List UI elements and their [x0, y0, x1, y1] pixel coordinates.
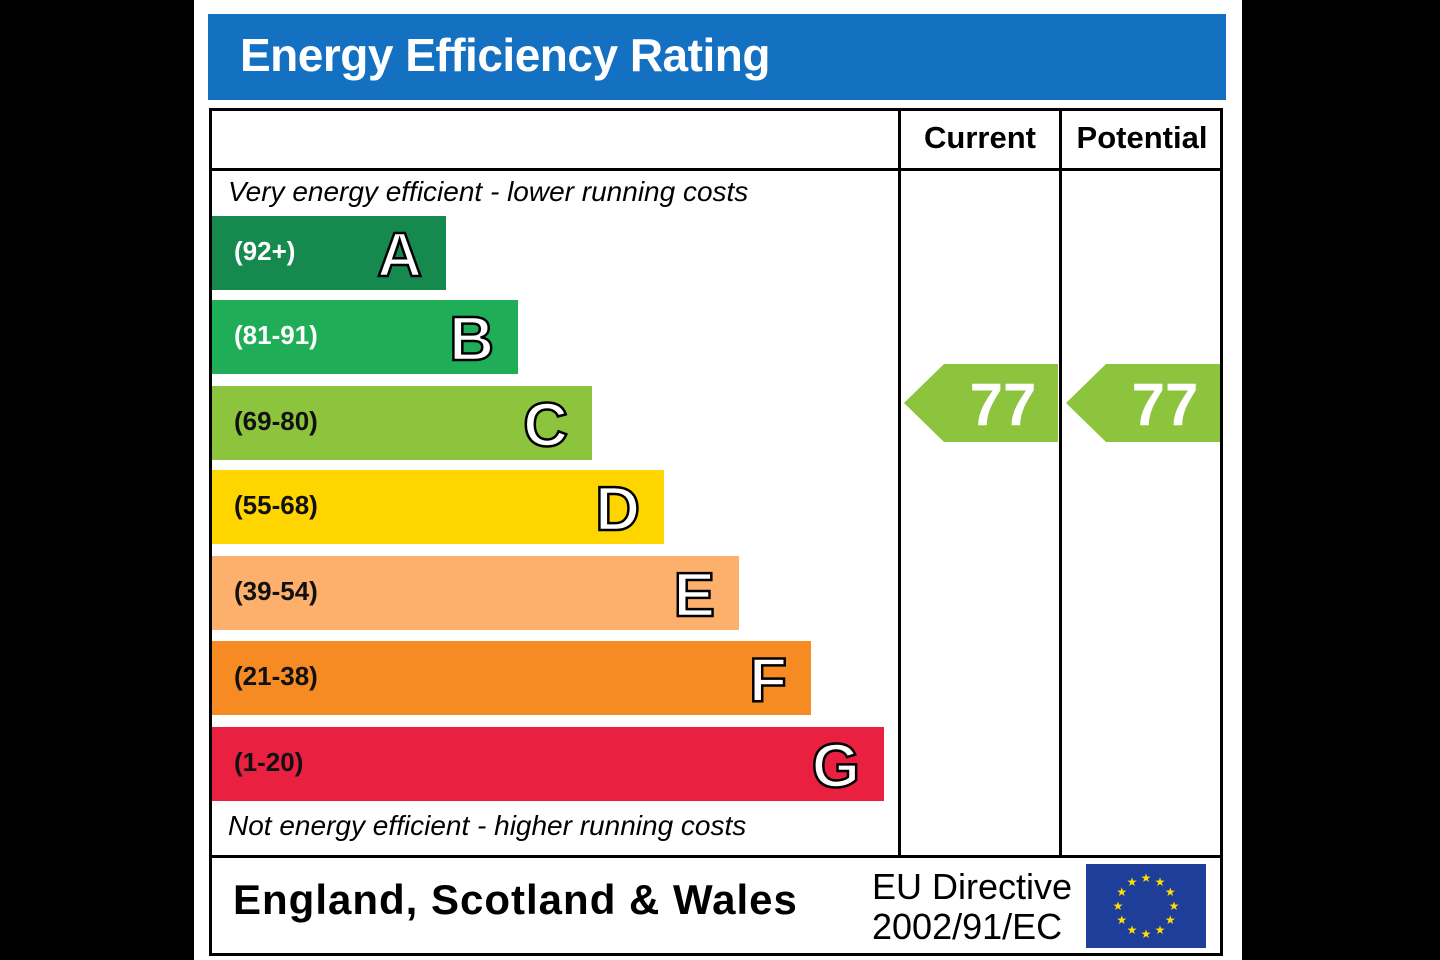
eu-flag-icon: ★ ★ ★ ★ ★ ★ ★ ★ ★ ★ ★ ★ — [1086, 864, 1206, 948]
header-divider — [209, 168, 1223, 171]
band-range-label: (81-91) — [234, 320, 318, 350]
potential-column-header: Potential — [1076, 120, 1208, 155]
footer-divider — [209, 855, 1223, 858]
rating-table — [209, 108, 1223, 956]
current-rating-arrow: 77 — [904, 364, 1058, 442]
band-letter: G — [811, 731, 862, 803]
eu-star-icon: ★ — [1127, 923, 1138, 937]
band-g: (1-20) G — [212, 727, 884, 803]
potential-rating-value: 77 — [1131, 371, 1199, 438]
band-letter: E — [672, 560, 716, 632]
eu-star-icon: ★ — [1155, 923, 1166, 937]
band-letter: C — [522, 390, 569, 462]
eu-star-icon: ★ — [1155, 875, 1166, 889]
band-a: (92+) A — [212, 216, 446, 292]
title-bar — [208, 14, 1226, 100]
footer-region: England, Scotland & Wales — [233, 876, 798, 923]
band-e: (39-54) E — [212, 556, 739, 632]
eu-star-icon: ★ — [1116, 913, 1127, 927]
top-caption: Very energy efficient - lower running co… — [228, 176, 749, 207]
band-f: (21-38) F — [212, 641, 811, 717]
band-range-label: (39-54) — [234, 576, 318, 606]
band-letter: A — [376, 220, 423, 292]
band-letter: B — [448, 304, 495, 376]
eu-star-icon: ★ — [1141, 927, 1152, 941]
eu-star-icon: ★ — [1169, 899, 1180, 913]
eu-star-icon: ★ — [1141, 871, 1152, 885]
current-column-divider — [898, 108, 901, 857]
potential-arrow-shape — [1066, 364, 1220, 442]
band-range-label: (92+) — [234, 236, 296, 266]
band-c: (69-80) C — [212, 386, 592, 462]
band-d: (55-68) D — [212, 470, 664, 546]
eu-star-icon: ★ — [1116, 885, 1127, 899]
potential-column-divider — [1059, 108, 1062, 857]
potential-rating-arrow: 77 — [1066, 364, 1220, 442]
band-range-label: (69-80) — [234, 406, 318, 436]
band-letter: D — [594, 474, 641, 546]
directive-line-2: 2002/91/EC — [872, 906, 1063, 947]
band-letter: F — [748, 645, 788, 717]
current-arrow-shape — [904, 364, 1058, 442]
band-range-label: (55-68) — [234, 490, 318, 520]
eu-star-icon: ★ — [1127, 875, 1138, 889]
bottom-caption: Not energy efficient - higher running co… — [228, 810, 747, 841]
eu-star-icon: ★ — [1165, 913, 1176, 927]
eu-star-icon: ★ — [1113, 899, 1124, 913]
band-b: (81-91) B — [212, 300, 518, 376]
current-rating-value: 77 — [969, 371, 1037, 438]
directive-line-1: EU Directive — [872, 866, 1073, 907]
current-column-header: Current — [924, 120, 1036, 155]
band-range-label: (21-38) — [234, 661, 318, 691]
eu-star-icon: ★ — [1165, 885, 1176, 899]
page-title: Energy Efficiency Rating — [240, 29, 770, 81]
band-range-label: (1-20) — [234, 747, 304, 777]
